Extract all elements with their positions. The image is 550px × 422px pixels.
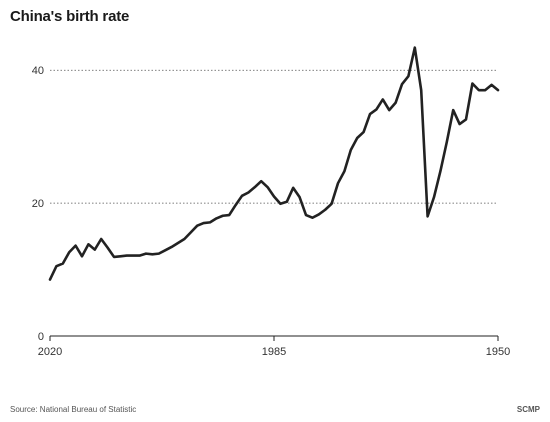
axis-layer: 0 20 40 2020 1985 1950 [32, 65, 510, 358]
x-tick-label: 1985 [262, 346, 286, 358]
chart-title: China's birth rate [10, 8, 130, 25]
brand-logo: SCMP [516, 405, 540, 414]
x-tick-label: 2020 [38, 346, 62, 358]
source-note: Source: National Bureau of Statistic [10, 405, 137, 414]
series-line-0 [48, 46, 500, 281]
y-tick-label: 0 [38, 331, 44, 343]
x-tick-label: 1950 [486, 346, 510, 358]
grid-layer [50, 69, 498, 204]
y-tick-label: 20 [32, 198, 44, 210]
y-tick-label: 40 [32, 65, 44, 77]
line-layer [48, 46, 500, 281]
